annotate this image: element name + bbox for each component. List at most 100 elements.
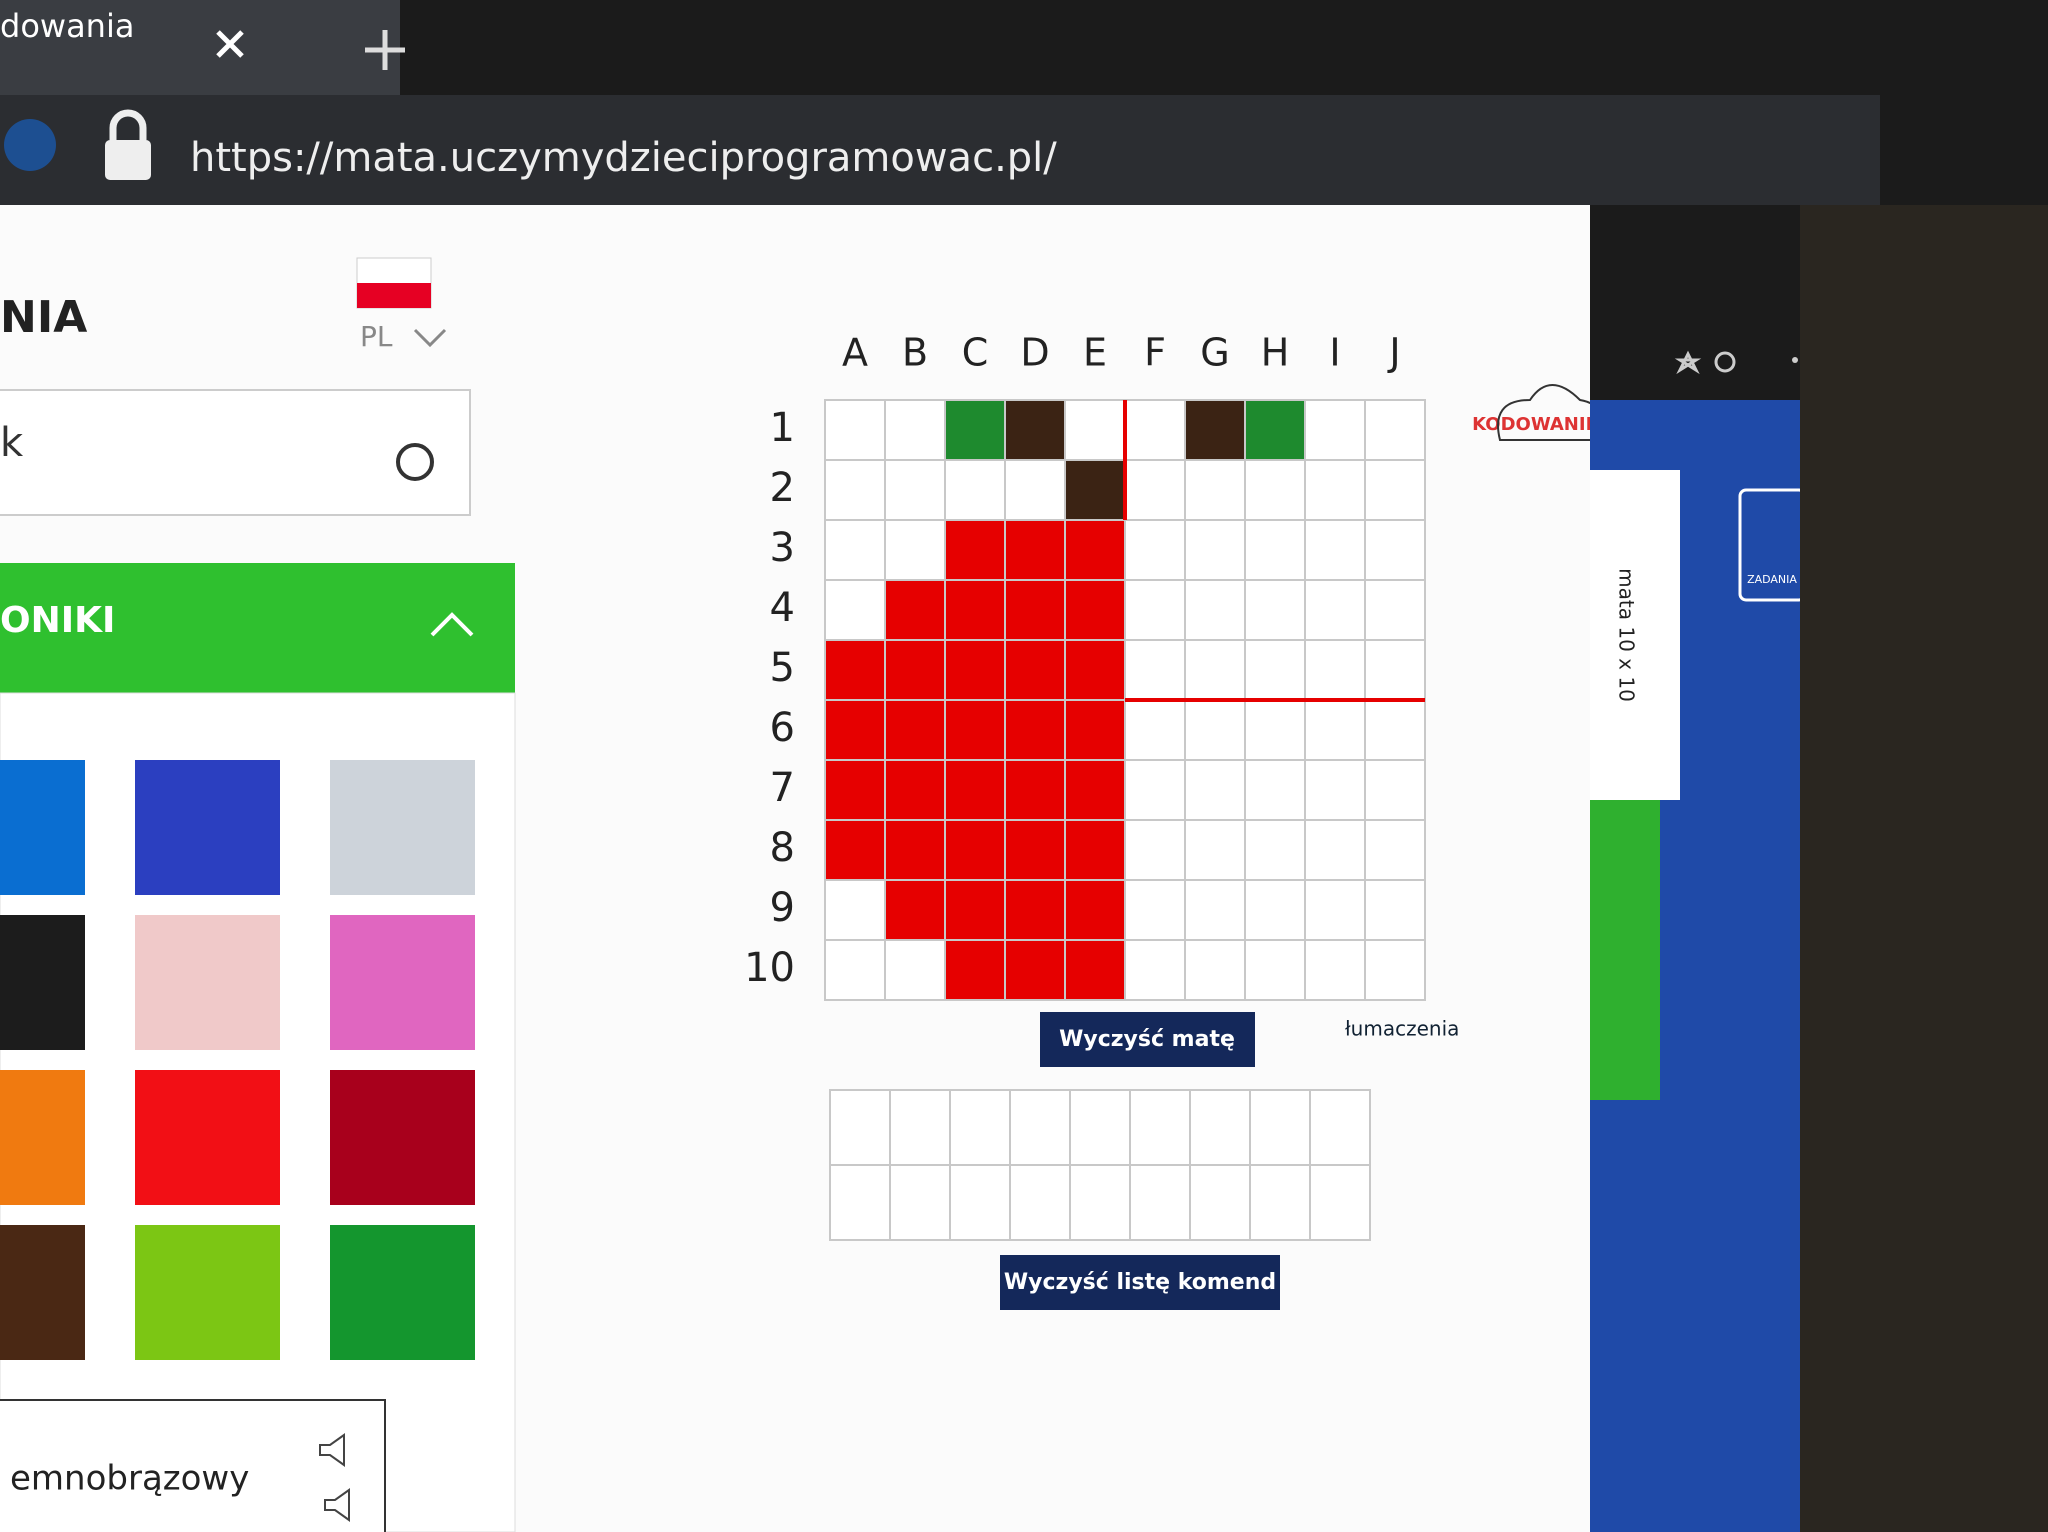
mat-cell[interactable]: [1124, 939, 1186, 1001]
clear-commands-button[interactable]: [1000, 1255, 1280, 1310]
mat-cell[interactable]: [1304, 459, 1366, 521]
mat-cell[interactable]: [1004, 399, 1066, 461]
mat-cell[interactable]: [824, 939, 886, 1001]
mat-cell[interactable]: [1244, 399, 1306, 461]
mat-cell[interactable]: [1364, 459, 1426, 521]
mat-cell[interactable]: [1364, 879, 1426, 941]
color-swatch[interactable]: [135, 915, 280, 1050]
mat-cell[interactable]: [824, 819, 886, 881]
mat-cell[interactable]: [824, 459, 886, 521]
mat-cell[interactable]: [1364, 939, 1426, 1001]
mat-cell[interactable]: [1304, 759, 1366, 821]
mat-cell[interactable]: [1304, 639, 1366, 701]
mat-cell[interactable]: [944, 699, 1006, 761]
mat-cell[interactable]: [944, 459, 1006, 521]
language-caret[interactable]: [413, 328, 447, 348]
color-swatch[interactable]: [330, 1070, 475, 1205]
mat-cell[interactable]: [944, 819, 1006, 881]
mat-cell[interactable]: [824, 759, 886, 821]
mat-cell[interactable]: [1244, 879, 1306, 941]
mat-cell[interactable]: [884, 699, 946, 761]
color-swatch[interactable]: [135, 760, 280, 895]
mat-cell[interactable]: [1124, 879, 1186, 941]
tab[interactable]: [0, 0, 400, 95]
zoom-icon[interactable]: [1714, 351, 1736, 373]
mat-cell[interactable]: [1124, 819, 1186, 881]
translations[interactable]: łumaczenia: [1345, 1017, 1459, 1041]
command-slot[interactable]: [1189, 1089, 1251, 1166]
url[interactable]: https://mata.uczymydzieciprogramowac.pl/: [190, 135, 1057, 181]
language[interactable]: PL: [360, 320, 393, 353]
color-swatch[interactable]: [135, 1070, 280, 1205]
clear-mat-label[interactable]: Wyczyść matę: [1059, 1027, 1235, 1052]
mat-cell[interactable]: [1184, 879, 1246, 941]
mat-cell[interactable]: [1124, 579, 1186, 641]
mat-cell[interactable]: [1184, 819, 1246, 881]
mat-cell[interactable]: [1064, 699, 1126, 761]
mat-cell[interactable]: [1184, 399, 1246, 461]
command-slot[interactable]: [829, 1164, 891, 1241]
mat-cell[interactable]: [944, 639, 1006, 701]
search-icon[interactable]: [396, 443, 434, 481]
command-slot[interactable]: [1189, 1164, 1251, 1241]
command-slot[interactable]: [1249, 1089, 1311, 1166]
mat-cell[interactable]: [1064, 819, 1126, 881]
mat-cell[interactable]: [1364, 399, 1426, 461]
command-slot[interactable]: [829, 1089, 891, 1166]
mat-cell[interactable]: [1064, 519, 1126, 581]
mat-cell[interactable]: [1064, 399, 1126, 461]
mat-cell[interactable]: [1124, 759, 1186, 821]
mat-cell[interactable]: [1184, 579, 1246, 641]
mat-cell[interactable]: [1304, 519, 1366, 581]
mat-cell[interactable]: [1244, 939, 1306, 1001]
mat-cell[interactable]: [944, 879, 1006, 941]
search-text[interactable]: k: [0, 420, 24, 466]
mat-cell[interactable]: [1124, 399, 1186, 461]
mat-cell[interactable]: [1304, 699, 1366, 761]
mat-cell[interactable]: [884, 519, 946, 581]
mat-cell[interactable]: [1124, 519, 1186, 581]
command-slot[interactable]: [949, 1164, 1011, 1241]
tab-title[interactable]: dowania: [0, 7, 134, 45]
mat-cell[interactable]: [1244, 459, 1306, 521]
color-swatch[interactable]: [0, 1070, 85, 1205]
mat-tab[interactable]: [1590, 470, 1680, 800]
mat-cell[interactable]: [1244, 759, 1306, 821]
mat-cell[interactable]: [1004, 519, 1066, 581]
mat-cell[interactable]: [824, 579, 886, 641]
mat-cell[interactable]: [1304, 399, 1366, 461]
mat-cell[interactable]: [1064, 759, 1126, 821]
command-slot[interactable]: [949, 1089, 1011, 1166]
mat-cell[interactable]: [824, 639, 886, 701]
mat-cell[interactable]: [1244, 519, 1306, 581]
mat-cell[interactable]: [944, 519, 1006, 581]
color-swatch[interactable]: [0, 915, 85, 1050]
mat-cell[interactable]: [1364, 639, 1426, 701]
mat-cell[interactable]: [1124, 639, 1186, 701]
mat-cell[interactable]: [1004, 579, 1066, 641]
mat-cell[interactable]: [1244, 579, 1306, 641]
mat-cell[interactable]: [1004, 639, 1066, 701]
mat-cell[interactable]: [944, 939, 1006, 1001]
command-slot[interactable]: [1309, 1089, 1371, 1166]
mat-cell[interactable]: [1004, 939, 1066, 1001]
command-slot[interactable]: [1309, 1164, 1371, 1241]
command-slot[interactable]: [1009, 1164, 1071, 1241]
clear-commands-label[interactable]: Wyczyść listę komend: [1004, 1270, 1276, 1295]
command-slot[interactable]: [1249, 1164, 1311, 1241]
mat-cell[interactable]: [884, 759, 946, 821]
command-slot[interactable]: [889, 1089, 951, 1166]
mat-cell[interactable]: [1004, 879, 1066, 941]
mat-cell[interactable]: [884, 459, 946, 521]
mat-cell[interactable]: [884, 939, 946, 1001]
menu-dot[interactable]: [1792, 357, 1798, 363]
mat-cell[interactable]: [1304, 939, 1366, 1001]
mat-cell[interactable]: [1124, 459, 1186, 521]
search-box[interactable]: [0, 389, 471, 516]
mat-cell[interactable]: [884, 579, 946, 641]
mat-cell[interactable]: [1004, 699, 1066, 761]
command-slot[interactable]: [1129, 1164, 1191, 1241]
mat-cell[interactable]: [1064, 879, 1126, 941]
tasks-label[interactable]: ZADANIA: [1747, 573, 1797, 586]
second-tab[interactable]: [1590, 800, 1660, 1100]
